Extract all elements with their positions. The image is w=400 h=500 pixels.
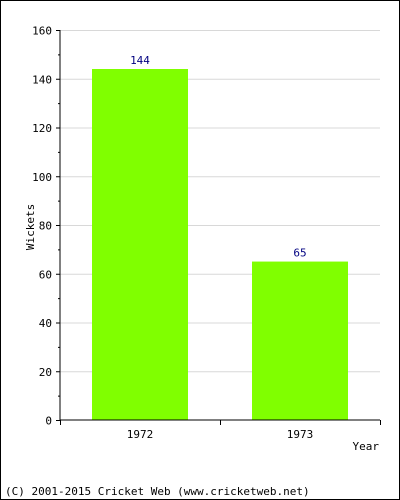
y-ticks: 0 20 40 60 80 100 120 140 160 [32, 25, 60, 428]
bars [92, 69, 348, 420]
y-axis-title: Wickets [24, 204, 37, 250]
bar-value-label: 65 [293, 247, 306, 260]
y-tick-label: 0 [45, 415, 52, 428]
copyright-text: (C) 2001-2015 Cricket Web (www.cricketwe… [5, 485, 310, 498]
y-tick-label: 20 [39, 366, 52, 379]
x-axis-title: Year [353, 440, 380, 453]
y-tick-label: 80 [39, 220, 52, 233]
x-ticks: 1972 1973 [60, 420, 381, 441]
x-tick-label: 1972 [127, 428, 154, 441]
y-tick-label: 40 [39, 317, 52, 330]
y-tick-label: 60 [39, 268, 52, 281]
y-tick-label: 140 [32, 73, 52, 86]
bar-value-label: 144 [130, 54, 150, 67]
x-tick-label: 1973 [287, 428, 314, 441]
y-tick-label: 160 [32, 25, 52, 38]
value-labels: 144 65 [130, 54, 307, 260]
y-tick-label: 120 [32, 122, 52, 135]
bar-1973 [252, 261, 348, 420]
y-tick-label: 100 [32, 171, 52, 184]
bar-1972 [92, 69, 188, 420]
